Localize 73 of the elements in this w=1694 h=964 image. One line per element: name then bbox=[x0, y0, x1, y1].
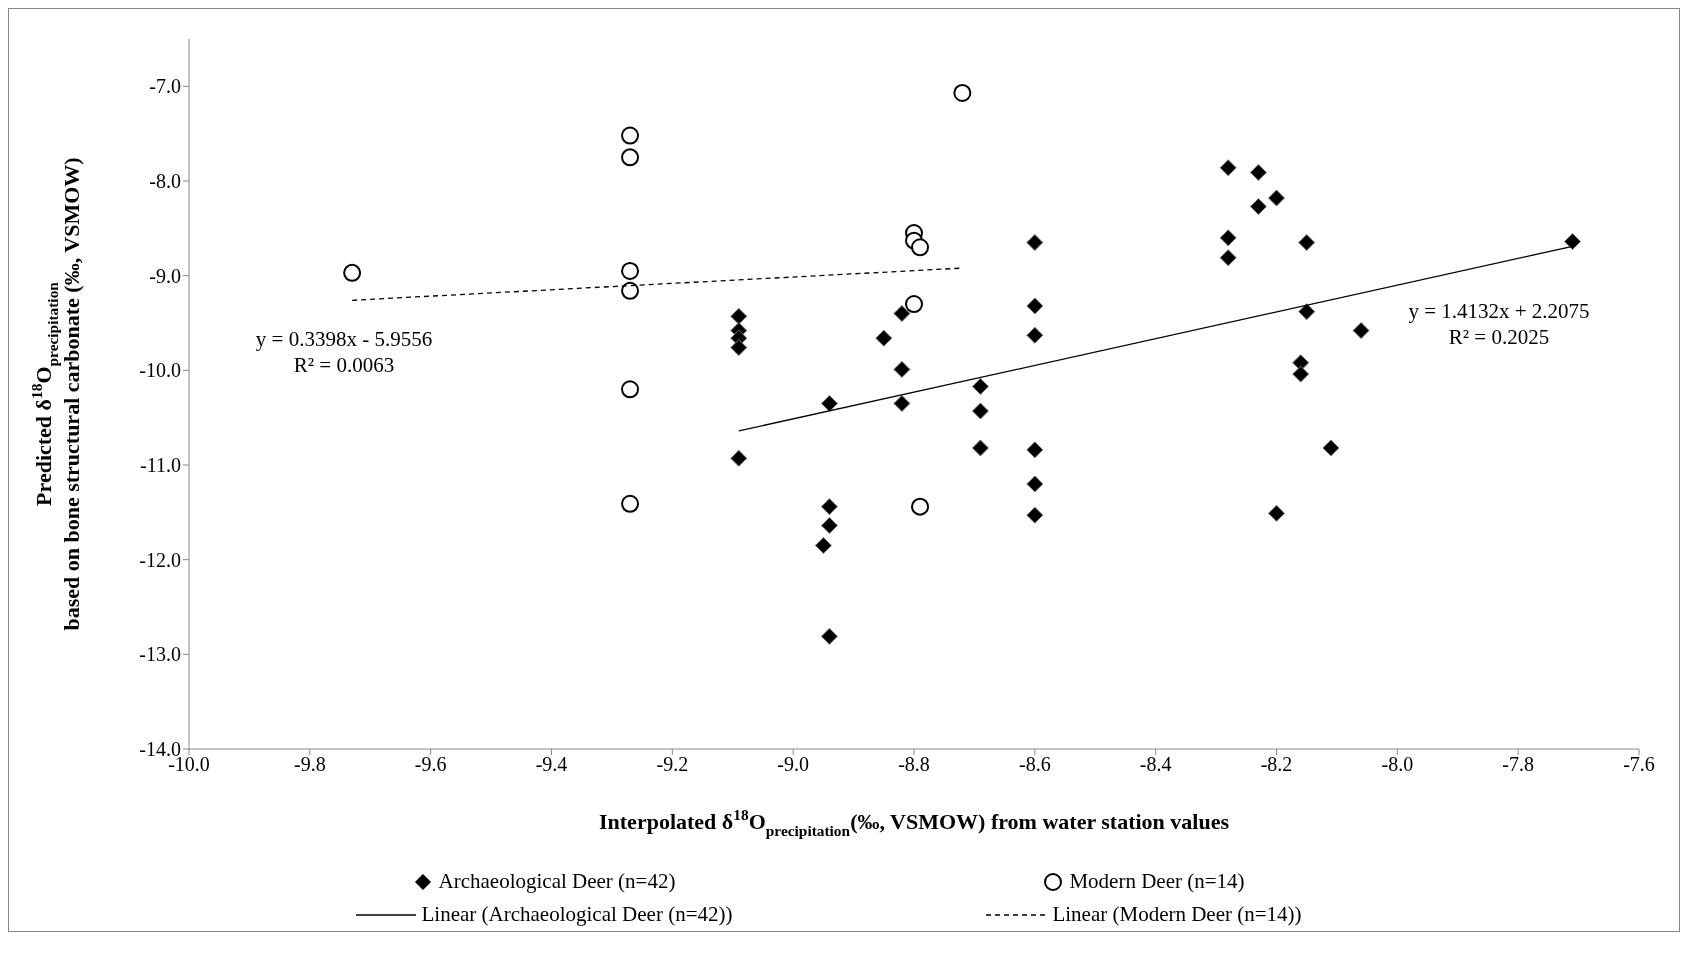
point bbox=[1026, 441, 1044, 459]
point bbox=[621, 126, 640, 145]
annotation: y = 1.4132x + 2.2075 bbox=[1405, 299, 1593, 324]
point bbox=[820, 394, 838, 412]
x-tick-label: -8.4 bbox=[1139, 753, 1172, 776]
y-tick-label: -10.0 bbox=[139, 359, 181, 382]
x-tick-label: -8.8 bbox=[898, 753, 930, 776]
legend-label: Modern Deer (n=14) bbox=[1069, 869, 1245, 894]
point bbox=[893, 360, 911, 378]
point bbox=[730, 449, 748, 467]
point bbox=[893, 305, 911, 323]
point bbox=[1026, 297, 1044, 315]
point bbox=[1249, 163, 1267, 181]
annotation: R² = 0.2025 bbox=[1445, 325, 1553, 350]
point bbox=[1249, 198, 1267, 216]
point bbox=[621, 380, 640, 399]
point bbox=[1564, 233, 1582, 251]
y-tick-label: -7.0 bbox=[149, 75, 181, 98]
point bbox=[820, 627, 838, 645]
point bbox=[911, 497, 930, 516]
point bbox=[621, 281, 640, 300]
x-tick-label: -8.6 bbox=[1019, 753, 1051, 776]
x-tick-label: -9.4 bbox=[535, 753, 568, 776]
y-tick-label: -9.0 bbox=[149, 264, 181, 287]
y-tick-label: -12.0 bbox=[139, 548, 181, 571]
point bbox=[905, 295, 923, 314]
point bbox=[1322, 439, 1340, 457]
legend-label: Linear (Archaeological Deer (n=42)) bbox=[421, 902, 733, 927]
point bbox=[971, 402, 989, 420]
point bbox=[1298, 234, 1316, 252]
point bbox=[911, 238, 930, 257]
annotation: R² = 0.0063 bbox=[290, 353, 398, 378]
point bbox=[1026, 326, 1044, 344]
y-tick-label: -8.0 bbox=[149, 170, 181, 193]
x-tick-label: -8.2 bbox=[1260, 753, 1293, 776]
x-tick-label: -7.8 bbox=[1502, 753, 1534, 776]
point bbox=[1219, 159, 1237, 177]
legend-label: Linear (Modern Deer (n=14)) bbox=[1052, 902, 1302, 927]
point bbox=[820, 517, 838, 535]
point bbox=[730, 339, 748, 357]
point bbox=[1268, 504, 1285, 522]
y-tick-label: -11.0 bbox=[140, 454, 181, 477]
point bbox=[621, 148, 640, 167]
point bbox=[1298, 303, 1316, 321]
y-tick-label: -13.0 bbox=[139, 643, 181, 666]
x-tick-label: -9.6 bbox=[414, 753, 447, 776]
point bbox=[1219, 229, 1237, 247]
point bbox=[1026, 506, 1044, 524]
point bbox=[820, 498, 838, 516]
point bbox=[953, 83, 972, 102]
point bbox=[1292, 365, 1310, 383]
x-tick-label: -9.2 bbox=[656, 753, 689, 776]
legend-label: Archaeological Deer (n=42) bbox=[438, 869, 676, 894]
point bbox=[1268, 189, 1285, 207]
point bbox=[893, 394, 911, 412]
point bbox=[730, 307, 748, 325]
annotation: y = 0.3398x - 5.9556 bbox=[252, 327, 436, 352]
point bbox=[1026, 234, 1044, 252]
point bbox=[621, 261, 640, 280]
x-axis-title: Interpolated δ$^{18}$O$_{precipitation}$(‰, VSMOW) from water station values bbox=[599, 806, 1230, 839]
point bbox=[343, 263, 362, 282]
point bbox=[875, 329, 893, 347]
x-tick-label: -9.0 bbox=[777, 753, 809, 776]
point bbox=[621, 494, 640, 513]
x-tick-label: -9.8 bbox=[294, 753, 326, 776]
point bbox=[814, 536, 832, 554]
point bbox=[971, 439, 989, 457]
point bbox=[1026, 475, 1044, 493]
x-tick-label: -7.6 bbox=[1623, 753, 1655, 776]
point bbox=[1352, 322, 1370, 340]
x-tick-label: -8.0 bbox=[1381, 753, 1414, 776]
point bbox=[971, 377, 989, 395]
point bbox=[1219, 249, 1237, 267]
